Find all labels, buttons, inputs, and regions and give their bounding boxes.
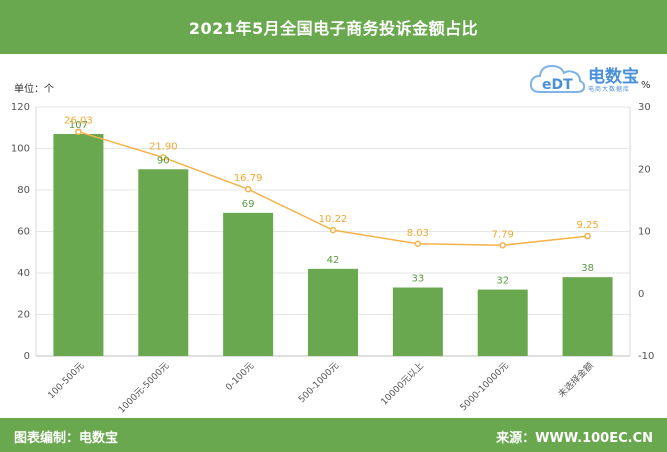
y-left-tick-label: 20: [17, 310, 30, 321]
line-value-label: 21.90: [149, 141, 178, 152]
y-right-tick-label: 30: [638, 102, 651, 113]
y-left-tick-label: 100: [11, 144, 30, 155]
line-value-label: 8.03: [407, 228, 429, 239]
cloud-logo-icon: eDT: [529, 64, 586, 93]
line-value-label: 9.25: [576, 220, 598, 231]
bar: [53, 133, 104, 356]
line-value-label: 26.03: [64, 116, 93, 127]
bar: [138, 169, 189, 356]
bar-value-label: 38: [581, 263, 594, 274]
footer-source: 来源：WWW.100EC.CN: [496, 431, 653, 446]
y-right-tick-label: 0: [638, 289, 644, 300]
combo-chart: 0 20 40 60 80 100 120 -10 0 10 20 30 100-500元 1000元-5…: [11, 102, 654, 416]
logo-brand-sub: 电商大数据库: [588, 86, 631, 93]
footer-bar: 图表编制：电数宝 来源：WWW.100EC.CN: [0, 418, 667, 452]
line-value-label: 10.22: [319, 214, 348, 225]
bar-value-label: 32: [496, 276, 509, 287]
x-tick-label: 500-1000元: [297, 361, 341, 405]
logo-mark-text: eDT: [542, 77, 573, 93]
line-value-label: 7.79: [492, 229, 514, 240]
right-axis-unit: %: [641, 80, 651, 91]
x-tick-label: 0-100元: [224, 361, 256, 393]
bar-value-label: 69: [242, 199, 255, 210]
bar: [477, 289, 528, 356]
y-left-tick-label: 60: [17, 227, 30, 238]
y-left-tick-label: 120: [11, 102, 30, 113]
bar: [223, 212, 274, 356]
y-left-tick-label: 0: [24, 351, 30, 362]
bar-value-label: 90: [157, 155, 170, 166]
line-point: [414, 240, 422, 248]
footer-credit: 图表编制：电数宝: [14, 431, 119, 446]
line-value-label: 16.79: [234, 173, 263, 184]
x-tick-label: 100-500元: [47, 361, 87, 401]
y-right-tick-label: 10: [638, 227, 651, 238]
line-point: [499, 242, 506, 249]
line-point: [584, 232, 591, 240]
bar-value-label: 33: [411, 274, 424, 285]
bar: [562, 277, 613, 356]
bar-value-label: 107: [69, 120, 88, 131]
chart-title: 2021年5月全国电子商务投诉金额占比: [0, 0, 667, 54]
line-point: [160, 154, 167, 161]
bar: [392, 287, 443, 356]
x-tick-label: 未选择金额: [555, 360, 595, 400]
x-tick-label: 5000-10000元: [459, 361, 511, 413]
line-point: [329, 226, 337, 234]
y-left-tick-label: 80: [17, 185, 30, 196]
y-left-tick-label: 40: [17, 268, 30, 279]
y-right-tick-label: -10: [638, 351, 654, 362]
line-point: [244, 185, 252, 193]
line-point: [75, 128, 82, 135]
x-tick-label: 1000元-5000元: [117, 361, 171, 415]
y-right-tick-label: 20: [638, 164, 651, 175]
brand-logo: eDT 电数宝 电商大数据库: [528, 60, 660, 100]
x-tick-label: 10000元以上: [379, 360, 426, 407]
left-axis-unit: 单位：个: [14, 84, 54, 95]
bar-value-label: 42: [327, 255, 340, 266]
logo-brand-name: 电数宝: [588, 67, 639, 87]
bar: [308, 268, 358, 356]
